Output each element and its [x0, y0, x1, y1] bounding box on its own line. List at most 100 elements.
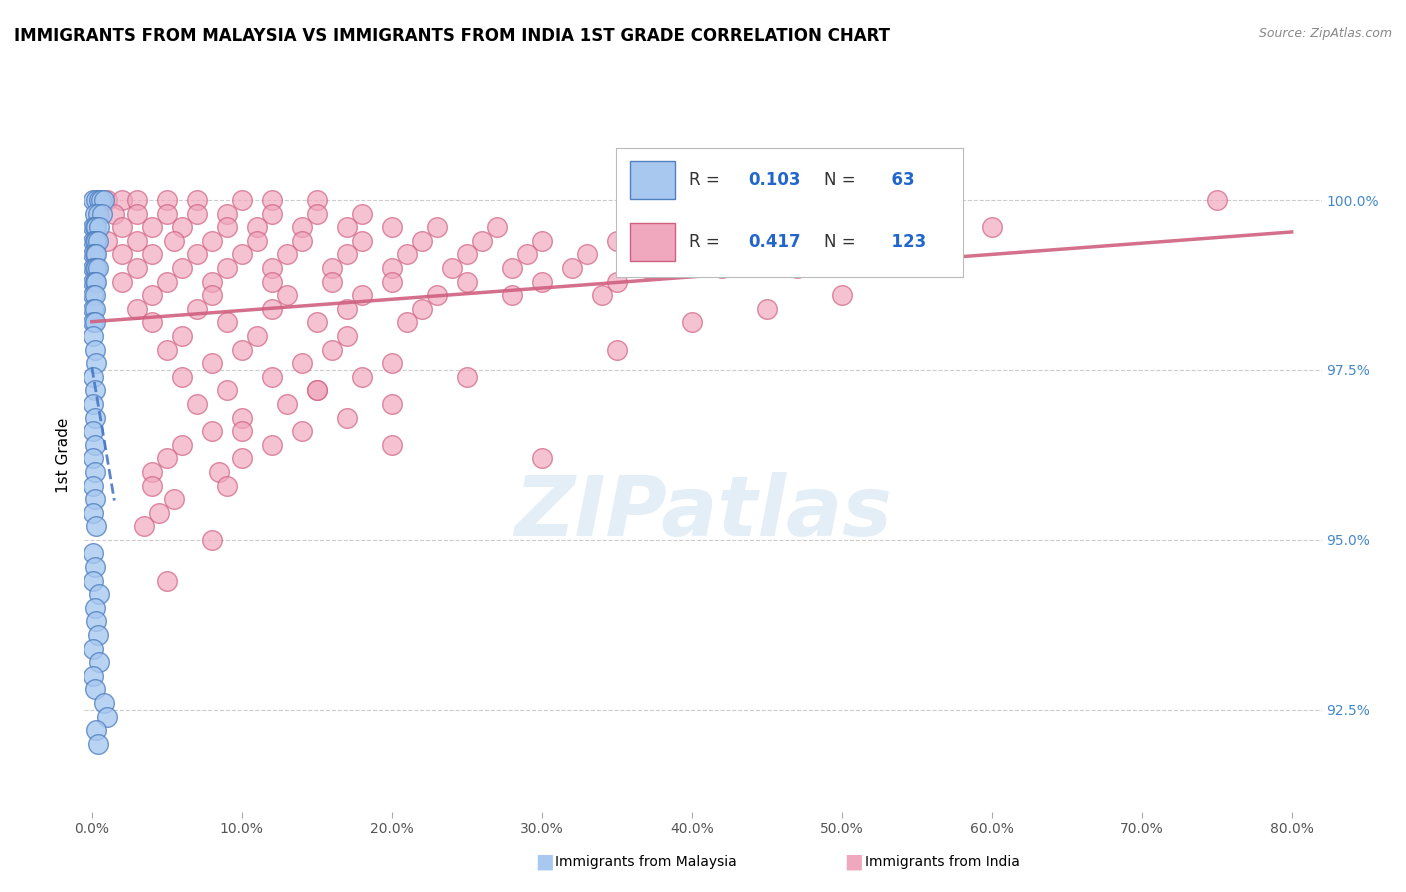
Point [82, 369, 104, 384]
Point [246, 220, 269, 235]
Point [111, 193, 134, 207]
Point [141, 315, 163, 329]
Point [82, 641, 104, 656]
Point [156, 451, 179, 466]
Point [83, 384, 105, 398]
Point [83, 275, 105, 289]
Text: 0.417: 0.417 [748, 233, 800, 251]
Text: ▪: ▪ [844, 847, 865, 876]
Point [381, 356, 404, 370]
Point [530, 275, 553, 289]
Point [246, 329, 269, 343]
Point [260, 438, 283, 452]
Point [83, 260, 105, 275]
Point [231, 424, 253, 438]
Point [83, 220, 105, 235]
Point [82, 315, 104, 329]
Point [82, 451, 104, 466]
Point [471, 234, 494, 248]
Text: Source: ZipAtlas.com: Source: ZipAtlas.com [1258, 27, 1392, 40]
Point [89, 193, 111, 207]
Point [83, 600, 105, 615]
Text: R =: R = [689, 171, 725, 189]
Point [83, 288, 105, 302]
Text: Immigrants from India: Immigrants from India [865, 855, 1019, 869]
Point [87, 628, 110, 642]
Point [456, 275, 478, 289]
Point [86, 234, 108, 248]
Point [86, 723, 108, 738]
Point [305, 384, 328, 398]
Point [93, 193, 115, 207]
Point [260, 369, 283, 384]
Point [276, 397, 298, 411]
Point [208, 465, 231, 479]
Point [831, 288, 853, 302]
Point [83, 410, 105, 425]
Point [710, 260, 733, 275]
Point [350, 369, 373, 384]
Point [681, 315, 703, 329]
Point [134, 519, 156, 533]
Point [231, 410, 253, 425]
Point [96, 709, 118, 723]
Point [336, 247, 359, 261]
Point [260, 260, 283, 275]
Point [125, 234, 148, 248]
Point [321, 260, 343, 275]
Point [82, 546, 104, 560]
Point [516, 247, 538, 261]
Point [786, 260, 808, 275]
Point [87, 207, 110, 221]
Point [83, 234, 105, 248]
FancyBboxPatch shape [630, 223, 675, 261]
Point [125, 301, 148, 316]
Point [426, 220, 449, 235]
Point [530, 234, 553, 248]
Point [800, 247, 823, 261]
Point [87, 737, 110, 751]
Point [170, 260, 193, 275]
Point [125, 260, 148, 275]
Point [186, 247, 208, 261]
Point [381, 438, 404, 452]
Text: 0.103: 0.103 [748, 171, 800, 189]
Point [90, 193, 112, 207]
Point [381, 260, 404, 275]
Point [980, 220, 1002, 235]
Point [141, 288, 163, 302]
Point [260, 275, 283, 289]
Point [905, 247, 928, 261]
Point [83, 343, 105, 357]
Point [82, 506, 104, 520]
Point [606, 275, 628, 289]
Text: ▪: ▪ [534, 847, 555, 876]
Text: N =: N = [824, 171, 860, 189]
Point [186, 397, 208, 411]
Point [381, 220, 404, 235]
Point [89, 587, 111, 601]
Point [86, 519, 108, 533]
Point [231, 343, 253, 357]
Point [305, 207, 328, 221]
Point [215, 220, 238, 235]
Point [141, 247, 163, 261]
Point [395, 315, 418, 329]
Text: 63: 63 [880, 171, 914, 189]
Point [82, 275, 104, 289]
Point [86, 615, 108, 629]
Point [591, 288, 613, 302]
Point [215, 315, 238, 329]
Point [86, 275, 108, 289]
Point [82, 301, 104, 316]
Point [201, 234, 224, 248]
Point [186, 301, 208, 316]
Point [125, 193, 148, 207]
Point [83, 207, 105, 221]
Point [350, 288, 373, 302]
Point [485, 220, 508, 235]
Point [291, 234, 314, 248]
Point [86, 247, 108, 261]
Point [86, 260, 108, 275]
Point [260, 207, 283, 221]
